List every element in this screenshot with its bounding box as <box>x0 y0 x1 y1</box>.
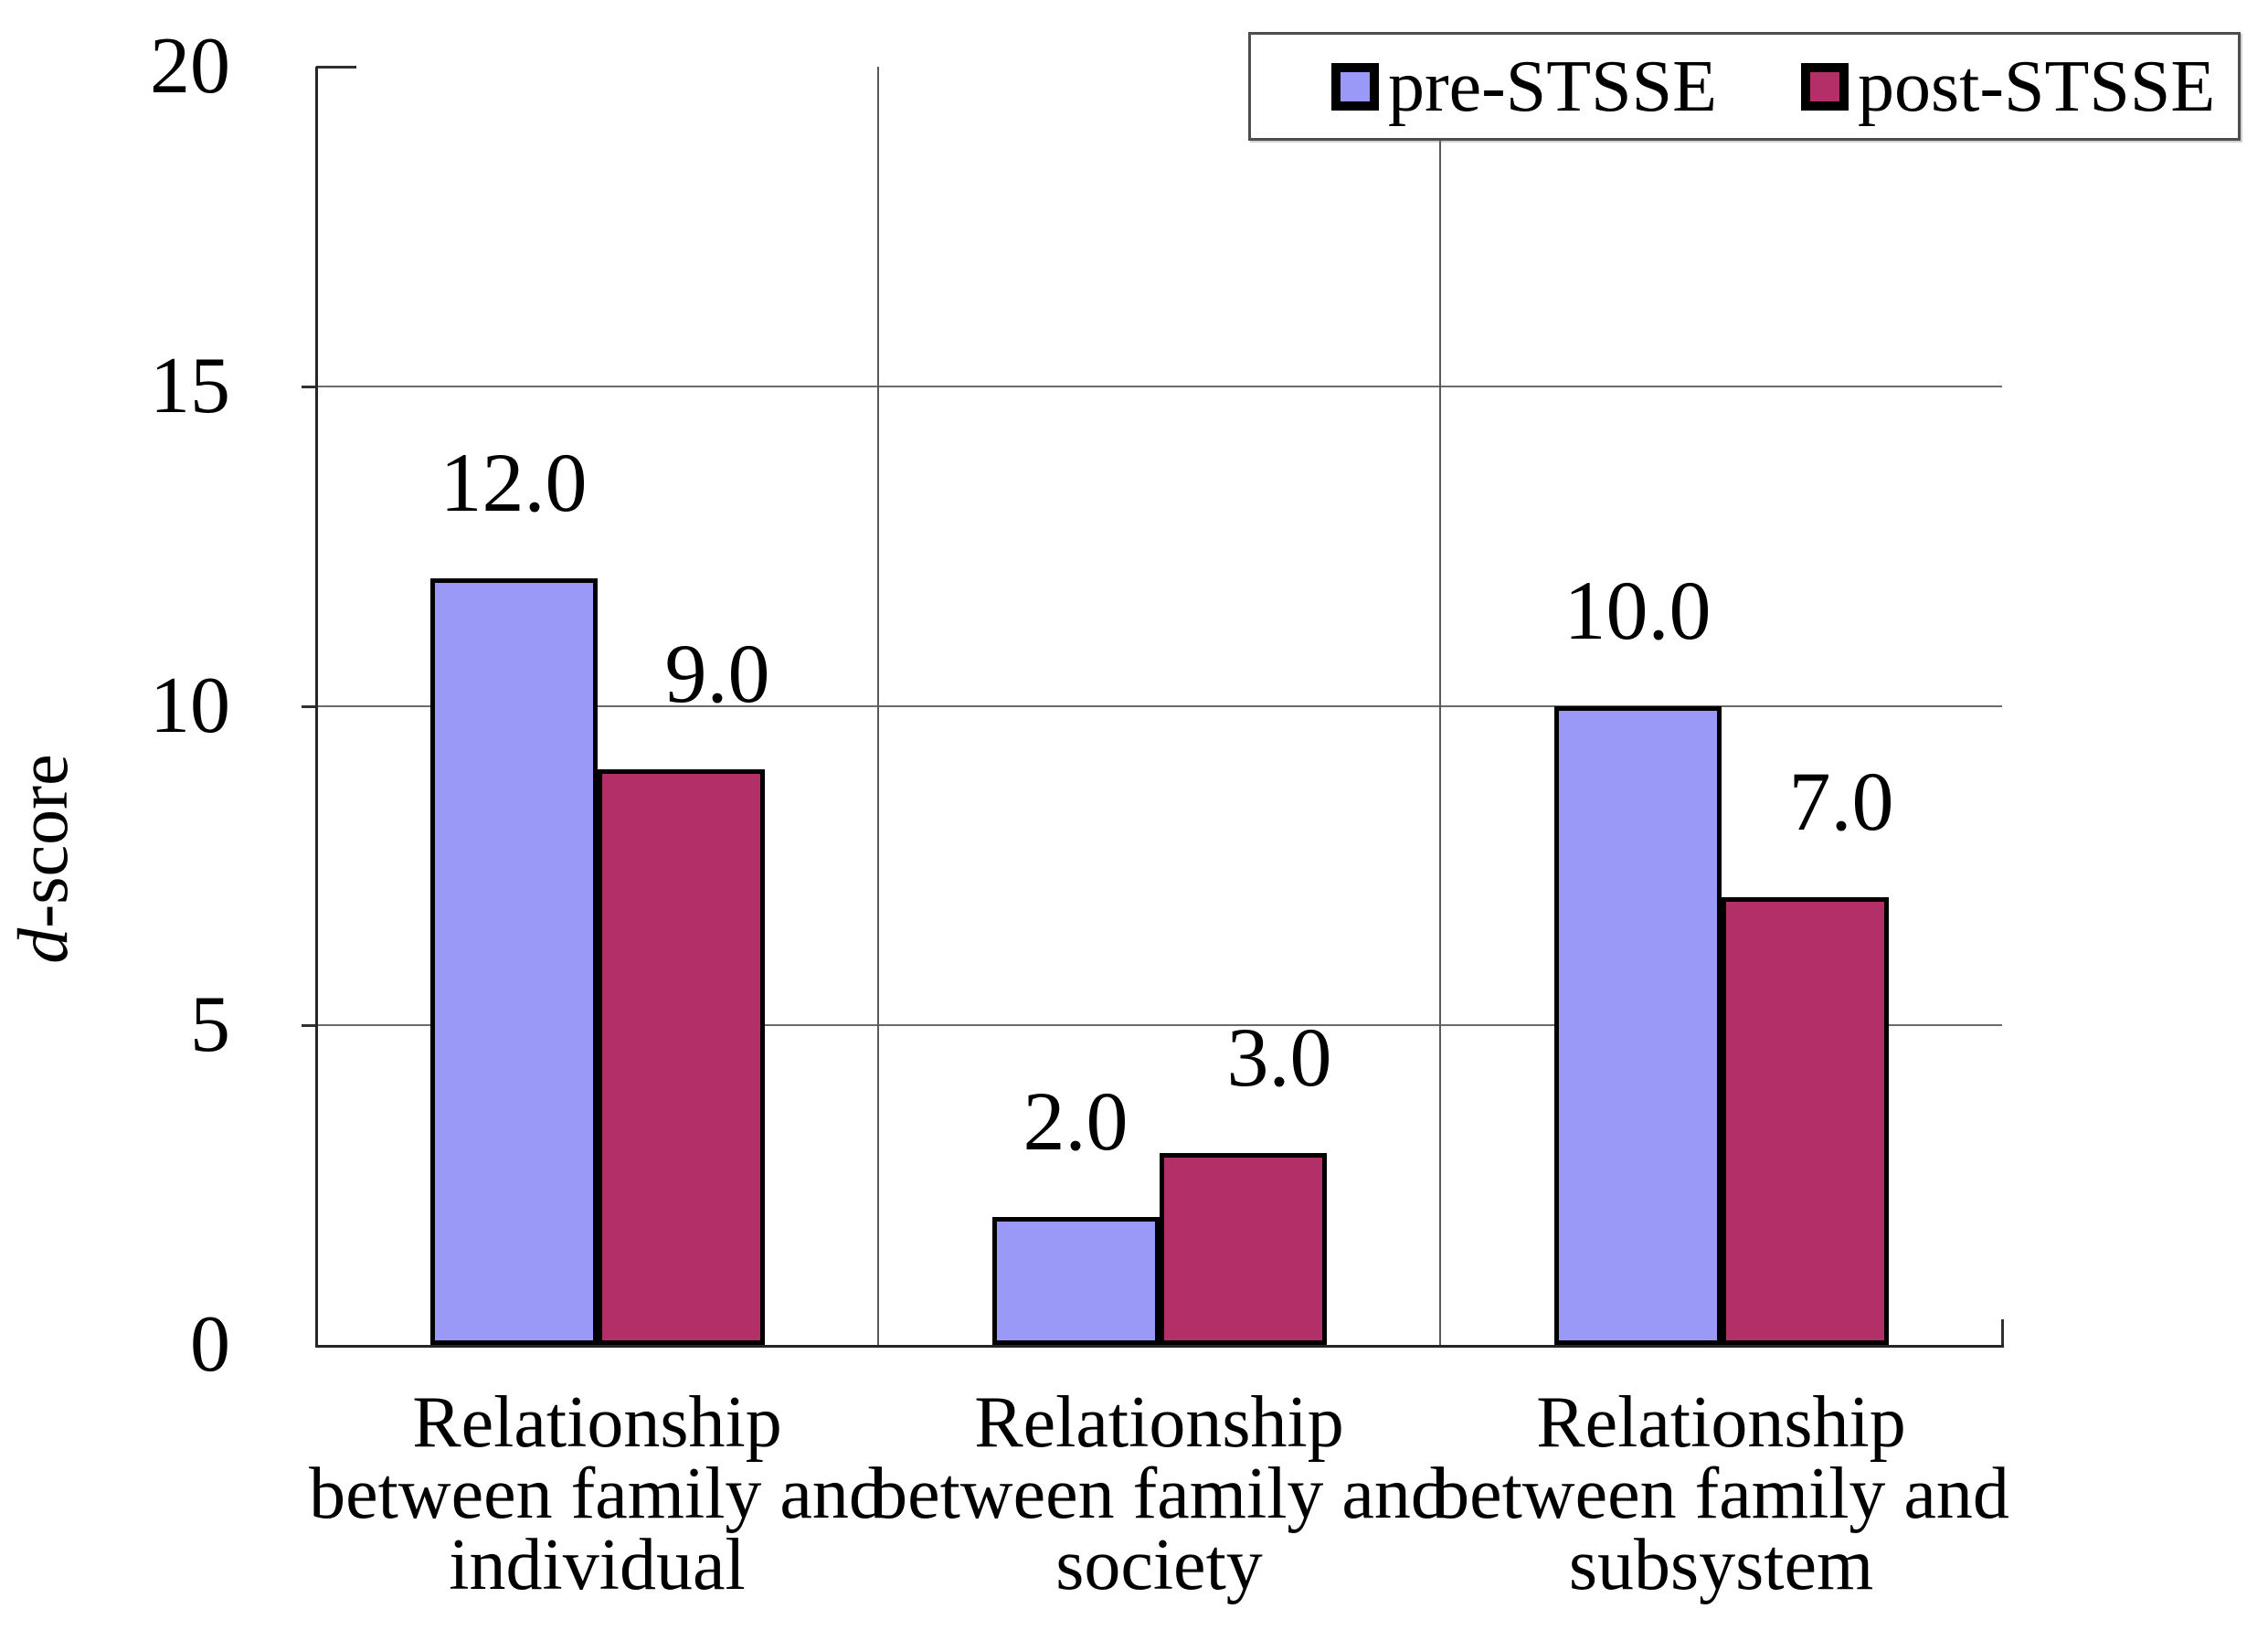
category-separator-2 <box>1439 67 1441 1347</box>
bar-post-STSSE-category-3 <box>1721 897 1889 1345</box>
category-label-1: Relationship between family and individual <box>278 1382 917 1605</box>
y-axis-title-italic: d <box>3 927 82 964</box>
y-tick-label-15: 15 <box>150 341 230 430</box>
bar-post-STSSE-category-1 <box>597 769 765 1345</box>
value-label-post-STSSE-category-1: 9.0 <box>664 627 770 721</box>
value-label-post-STSSE-category-3: 7.0 <box>1788 755 1894 849</box>
gridline-10 <box>316 704 2002 707</box>
legend-swatch-post <box>1801 62 1849 111</box>
x-axis <box>315 1345 2004 1348</box>
category-label-line: between family and <box>1433 1454 2009 1534</box>
value-label-pre-STSSE-category-3: 10.0 <box>1563 563 1712 657</box>
category-label-line: Relationship <box>412 1382 782 1463</box>
category-separator-1 <box>877 67 879 1347</box>
category-label-line: Relationship <box>974 1382 1344 1463</box>
category-label-line: Relationship <box>1536 1382 1906 1463</box>
y-tick-15 <box>302 385 316 388</box>
legend-item-pre: pre-STSSE <box>1331 50 1717 123</box>
category-label-line: society <box>1055 1525 1263 1605</box>
category-label-line: individual <box>449 1525 746 1605</box>
legend: pre-STSSE post-STSSE <box>1248 32 2241 141</box>
y-tick-label-20: 20 <box>150 22 230 111</box>
value-label-post-STSSE-category-2: 3.0 <box>1226 1011 1332 1105</box>
y-tick-label-10: 10 <box>150 661 230 750</box>
category-label-line: subsystem <box>1568 1525 1874 1605</box>
y-axis-title: d-score <box>3 699 82 1019</box>
bar-post-STSSE-category-2 <box>1159 1153 1327 1345</box>
legend-item-post: post-STSSE <box>1801 50 2215 123</box>
x-axis-end-tick <box>2001 1319 2004 1345</box>
value-label-pre-STSSE-category-1: 12.0 <box>440 435 588 529</box>
category-label-line: between family and <box>309 1454 885 1534</box>
legend-label-pre: pre-STSSE <box>1388 46 1717 127</box>
gridline-5 <box>316 1024 2002 1027</box>
y-axis-title-rest: -score <box>3 754 82 928</box>
category-label-3: Relationship between family and subsystem <box>1402 1382 2041 1605</box>
legend-label-post: post-STSSE <box>1858 46 2216 127</box>
bar-pre-STSSE-category-3 <box>1553 705 1722 1345</box>
legend-swatch-pre <box>1331 62 1379 111</box>
y-tick-5 <box>302 1024 316 1028</box>
y-tick-label-5: 5 <box>190 980 230 1070</box>
category-label-2: Relationship between family and society <box>840 1382 1479 1605</box>
bar-pre-STSSE-category-2 <box>991 1217 1160 1345</box>
y-tick-label-0: 0 <box>190 1300 230 1389</box>
bar-pre-STSSE-category-1 <box>429 577 598 1345</box>
y-tick-20 <box>316 66 356 69</box>
y-axis <box>315 67 318 1348</box>
gridline-15 <box>316 385 2002 387</box>
category-label-line: between family and <box>871 1454 1447 1534</box>
y-tick-10 <box>302 704 316 708</box>
value-label-pre-STSSE-category-2: 2.0 <box>1023 1074 1129 1169</box>
